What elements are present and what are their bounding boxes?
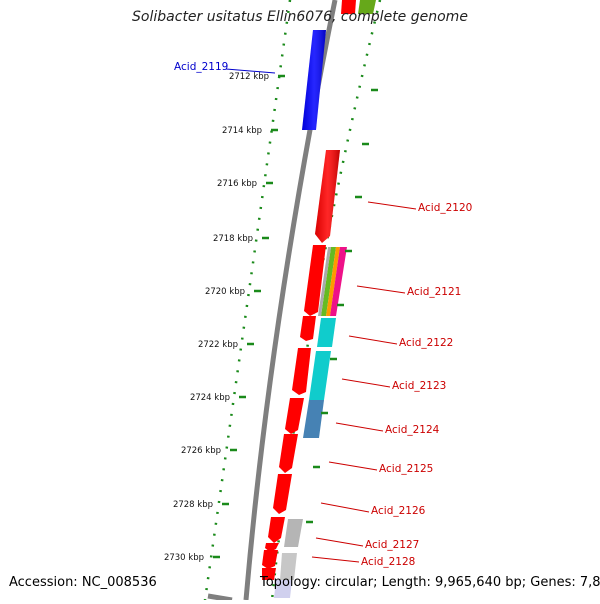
gene-label-leader <box>335 422 384 432</box>
page-title: Solibacter usitatus Ellin6076, complete … <box>132 9 468 25</box>
gene-label[interactable]: Acid_2121 <box>407 286 461 298</box>
gene-labels: Acid_2119 Acid_2120 Acid_2121 Acid_2122 Acid… <box>174 61 472 568</box>
gene-label[interactable]: Acid_2127 <box>365 539 419 551</box>
feature-track <box>274 247 347 598</box>
feature-cyan-1 <box>317 318 336 347</box>
scale-tick-label: 2718 kbp <box>213 234 253 244</box>
gene-label[interactable]: Acid_2125 <box>379 463 433 475</box>
scale-tick-label: 2720 kbp <box>205 287 245 297</box>
scale-tick-label: 2716 kbp <box>217 179 257 189</box>
outer-tick-marks <box>306 88 378 524</box>
gene-label-leader <box>315 537 364 547</box>
gene-acid-2127 <box>268 517 285 543</box>
gene-label[interactable]: Acid_2128 <box>361 556 415 568</box>
feature-multicolor-magenta <box>330 247 347 316</box>
genome-backbone-tail <box>207 593 233 603</box>
scale-ticks <box>213 74 285 559</box>
gene-acid-2128a <box>265 543 279 552</box>
feature-gray-2 <box>280 553 297 580</box>
accession-label: Accession: NC_008536 <box>9 575 157 590</box>
scale-tick-label: 2730 kbp <box>164 553 204 563</box>
scale-tick-label: 2712 kbp <box>229 72 269 82</box>
gene-label-leader <box>320 502 370 513</box>
feature-multicolor-green <box>321 247 336 316</box>
feature-multicolor-orange <box>326 247 340 316</box>
scale-tick-label: 2726 kbp <box>181 446 221 456</box>
gene-label-leader <box>341 378 391 388</box>
gene-acid-2121 <box>304 245 326 316</box>
forward-genes <box>262 150 340 580</box>
gene-label-leader <box>348 335 398 345</box>
gene-label[interactable]: Acid_2120 <box>418 202 472 214</box>
gene-label[interactable]: Acid_2119 <box>174 61 228 73</box>
scale-tick-label: 2724 kbp <box>190 393 230 403</box>
gene-acid-2126 <box>273 474 292 514</box>
gene-label[interactable]: Acid_2126 <box>371 505 426 517</box>
genome-info-label: Topology: circular; Length: 9,965,640 bp… <box>260 575 600 590</box>
forward-genes-shade <box>315 150 340 243</box>
feature-multicolor-gray <box>318 247 331 316</box>
feature-cyan-2 <box>309 351 331 400</box>
gene-acid-2123 <box>292 348 311 395</box>
scale-tick-label: 2722 kbp <box>198 340 238 350</box>
gene-acid-2119-shade <box>302 30 326 130</box>
gene-label[interactable]: Acid_2122 <box>399 337 453 349</box>
feature-lavender <box>274 580 292 598</box>
gene-acid-2125 <box>279 434 298 473</box>
genome-band <box>198 0 383 600</box>
gene-acid-2124 <box>285 398 304 434</box>
gene-label[interactable]: Acid_2124 <box>385 424 440 436</box>
gene-label-leader <box>356 285 406 294</box>
gene-acid-2122 <box>300 316 316 341</box>
gene-tail-red <box>262 568 276 580</box>
gene-label-leader <box>367 201 417 210</box>
gene-top-green <box>358 0 376 14</box>
gene-label-leader <box>225 68 276 74</box>
gene-top-red <box>341 0 356 14</box>
scale-tick-label: 2728 kbp <box>173 500 213 510</box>
gene-label[interactable]: Acid_2123 <box>392 380 446 392</box>
scale-tick-label: 2714 kbp <box>222 126 262 136</box>
scale-tick-labels: 2712 kbp 2714 kbp 2716 kbp 2718 kbp 2720 kbp… <box>164 72 269 563</box>
feature-gray-1 <box>284 519 303 547</box>
gene-acid-2128 <box>262 550 278 569</box>
gene-label-leader <box>311 556 360 563</box>
gene-label-leader <box>328 461 378 471</box>
feature-steelblue <box>303 400 324 438</box>
